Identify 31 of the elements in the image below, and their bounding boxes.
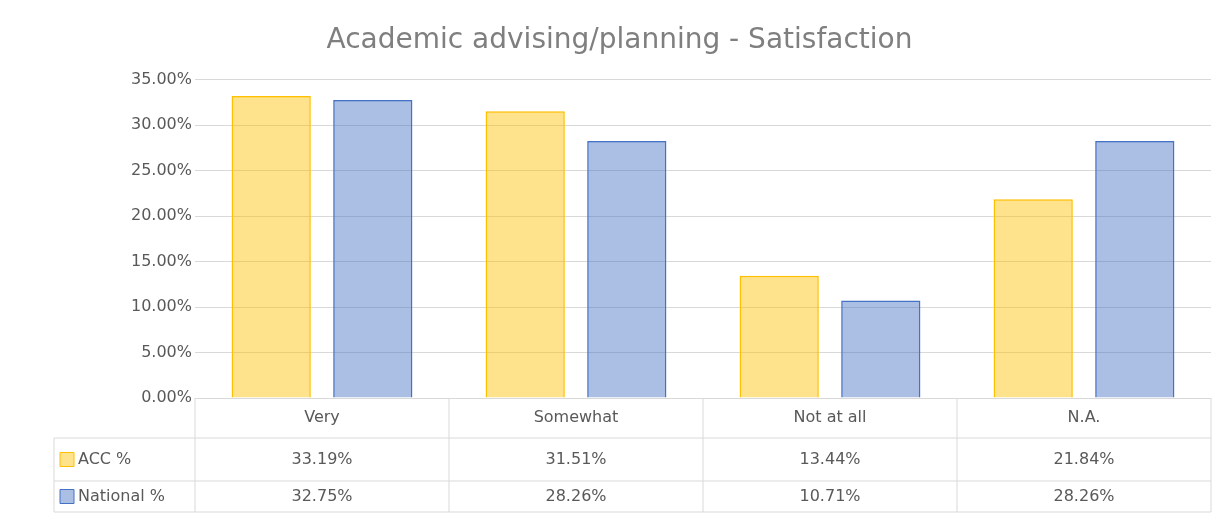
x-tick-label: Very bbox=[304, 407, 340, 427]
data-label: 21.84% bbox=[1053, 448, 1115, 468]
bar bbox=[485, 111, 565, 398]
x-tick-label: N.A. bbox=[1067, 407, 1101, 427]
bar bbox=[739, 275, 819, 398]
y-tick-label: 35.00% bbox=[130, 68, 192, 88]
y-tick-label: 15.00% bbox=[130, 250, 192, 270]
y-tick-label: 5.00% bbox=[141, 341, 192, 361]
bar bbox=[993, 199, 1073, 398]
bar bbox=[841, 300, 921, 398]
data-label: 33.19% bbox=[291, 448, 353, 468]
y-tick-label: 20.00% bbox=[130, 205, 192, 225]
y-tick-label: 10.00% bbox=[130, 296, 192, 316]
data-label: 32.75% bbox=[291, 485, 353, 505]
bar bbox=[333, 100, 413, 398]
data-label: 13.44% bbox=[799, 448, 861, 468]
bar bbox=[231, 96, 311, 398]
y-tick-label: 25.00% bbox=[130, 159, 192, 179]
legend-label: National % bbox=[78, 485, 165, 505]
bar bbox=[587, 140, 667, 398]
chart-title: Academic advising/planning - Satisfaction bbox=[326, 22, 913, 56]
x-tick-label: Somewhat bbox=[533, 407, 619, 427]
y-tick-label: 0.00% bbox=[141, 387, 192, 407]
bar bbox=[1095, 140, 1175, 398]
data-label: 31.51% bbox=[545, 448, 607, 468]
data-label: 10.71% bbox=[799, 485, 861, 505]
data-label: 28.26% bbox=[1053, 485, 1115, 505]
legend-label: ACC % bbox=[78, 448, 132, 468]
data-label: 28.26% bbox=[545, 485, 607, 505]
y-tick-label: 30.00% bbox=[130, 114, 192, 134]
x-tick-label: Not at all bbox=[793, 407, 867, 427]
